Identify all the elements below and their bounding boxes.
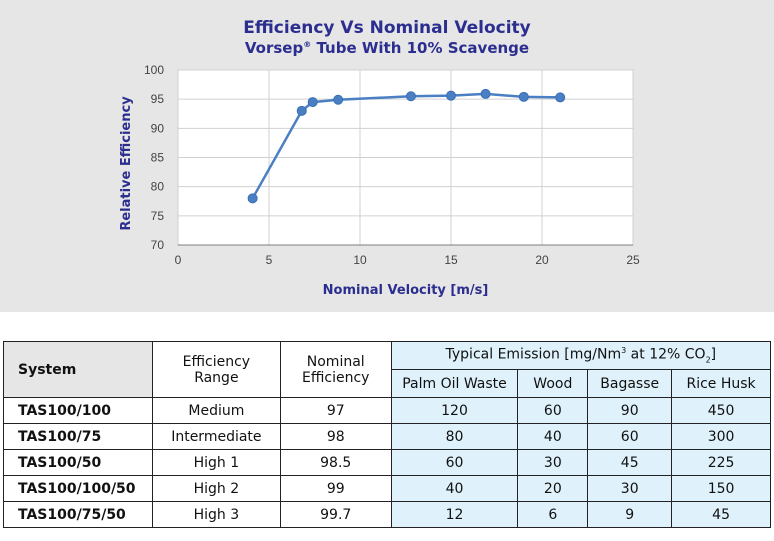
- cell-range: High 1: [151, 449, 281, 476]
- cell-wood: 60: [517, 397, 589, 424]
- cell-bagasse: 60: [587, 423, 673, 450]
- header-typical-emission: Typical Emission [mg/Nm3 at 12% CO2]: [390, 341, 772, 370]
- header-nominal-line1: Nominal: [306, 353, 365, 370]
- cell-bagasse: 9: [587, 501, 673, 528]
- x-tick-label: 0: [175, 253, 182, 267]
- cell-system: TAS100/100/50: [3, 475, 153, 502]
- cell-wood: 6: [517, 501, 589, 528]
- x-tick-label: 15: [444, 253, 458, 267]
- header-system: System: [3, 341, 153, 398]
- y-tick-label: 70: [151, 238, 165, 252]
- x-tick-label: 10: [353, 253, 367, 267]
- cell-rice-husk: 450: [671, 397, 771, 424]
- line-chart: 0 5 10 15 20 25 70 75 80 85 90 95 100 Nominal Velocit…: [119, 63, 640, 298]
- cell-rice-husk: 300: [671, 423, 771, 450]
- data-point: [296, 105, 307, 116]
- header-nominal-line2: Efficiency: [302, 369, 370, 386]
- cell-nominal: 98: [279, 423, 392, 450]
- table-row: TAS100/75 Intermediate 98 80 40 60 300: [3, 423, 771, 450]
- data-point: [405, 91, 416, 102]
- chart-title: Efficiency Vs Nominal Velocity: [243, 18, 531, 38]
- table-subheader-row: Palm Oil Waste Wood Bagasse Rice Husk: [4, 369, 771, 398]
- cell-palm-oil: 40: [390, 475, 519, 502]
- chart-subtitle-rest: Tube With 10% Scavenge: [311, 39, 530, 57]
- cell-rice-husk: 225: [671, 449, 771, 476]
- chart-subtitle-main: Vorsep: [244, 39, 304, 57]
- cell-wood: 40: [517, 423, 589, 450]
- cell-palm-oil: 12: [390, 501, 519, 528]
- emission-header-sub: 2: [705, 355, 711, 365]
- cell-wood: 20: [517, 475, 589, 502]
- y-tick-label: 100: [144, 63, 164, 77]
- y-tick-label: 95: [151, 92, 165, 106]
- cell-rice-husk: 150: [671, 475, 771, 502]
- cell-nominal: 99.7: [279, 501, 392, 528]
- table-row: TAS100/100/50 High 2 99 40 20 30 150: [3, 475, 771, 502]
- cell-rice-husk: 45: [671, 501, 771, 528]
- x-tick-label: 25: [626, 253, 640, 267]
- cell-range: High 2: [151, 475, 281, 502]
- cell-bagasse: 45: [587, 449, 673, 476]
- cell-palm-oil: 60: [390, 449, 519, 476]
- x-tick-label: 5: [266, 253, 273, 267]
- cell-nominal: 99: [279, 475, 392, 502]
- y-tick-label: 80: [151, 180, 165, 194]
- data-point: [247, 193, 258, 204]
- cell-system: TAS100/75: [3, 423, 153, 450]
- emission-header-end: ]: [710, 346, 717, 363]
- y-tick-label: 90: [151, 121, 165, 135]
- cell-bagasse: 90: [587, 397, 673, 424]
- chart-subtitle: Vorsep® Tube With 10% Scavenge: [0, 39, 774, 57]
- header-palm-oil-waste: Palm Oil Waste: [390, 369, 519, 398]
- header-efficiency-range-line2: Range: [194, 369, 239, 386]
- data-point: [446, 90, 456, 101]
- table-row: TAS100/75/50 High 3 99.7 12 6 9 45: [3, 501, 771, 528]
- y-tick-label: 85: [151, 151, 165, 165]
- cell-system: TAS100/50: [3, 449, 153, 476]
- header-wood: Wood: [517, 369, 589, 398]
- emission-header-sup: 3: [621, 346, 627, 356]
- header-efficiency-range-line1: Efficiency: [182, 353, 251, 370]
- cell-wood: 30: [517, 449, 589, 476]
- table-header-row: System Efficiency Range Nominal Efficiency…: [3, 341, 772, 398]
- cell-range: Medium: [151, 397, 281, 424]
- header-rice-husk: Rice Husk: [671, 369, 771, 398]
- data-point: [307, 97, 318, 108]
- table-row: TAS100/50 High 1 98.5 60 30 45 225: [3, 449, 771, 476]
- y-axis-label: Relative Efficiency: [119, 96, 134, 231]
- cell-nominal: 97: [279, 397, 392, 424]
- x-axis-label: Nominal Velocity [m/s]: [323, 283, 489, 298]
- x-tick-label: 20: [535, 253, 549, 267]
- cell-palm-oil: 120: [390, 397, 519, 424]
- cell-range: Intermediate: [151, 423, 281, 450]
- table-row: TAS100/100 Medium 97 120 60 90 450: [3, 397, 771, 424]
- data-point: [555, 92, 566, 103]
- emission-header-mid: at 12% CO: [626, 346, 706, 363]
- cell-system: TAS100/75/50: [3, 501, 153, 528]
- emission-table: System Efficiency Range Nominal Efficiency…: [3, 341, 772, 528]
- cell-range: High 3: [151, 501, 281, 528]
- cell-bagasse: 30: [587, 475, 673, 502]
- cell-nominal: 98.5: [279, 449, 392, 476]
- header-bagasse: Bagasse: [587, 369, 673, 398]
- y-tick-label: 75: [151, 209, 165, 223]
- data-point: [333, 94, 344, 105]
- emission-header-text: Typical Emission [mg/Nm: [445, 346, 622, 363]
- chart-panel: Efficiency Vs Nominal Velocity Vorsep® T…: [0, 0, 774, 312]
- header-nominal-efficiency: Nominal Efficiency: [279, 341, 392, 398]
- data-point: [518, 91, 529, 102]
- data-point: [480, 88, 491, 99]
- cell-system: TAS100/100: [3, 397, 153, 424]
- registered-mark: ®: [303, 40, 312, 49]
- cell-palm-oil: 80: [390, 423, 519, 450]
- header-efficiency-range: Efficiency Range: [151, 341, 281, 398]
